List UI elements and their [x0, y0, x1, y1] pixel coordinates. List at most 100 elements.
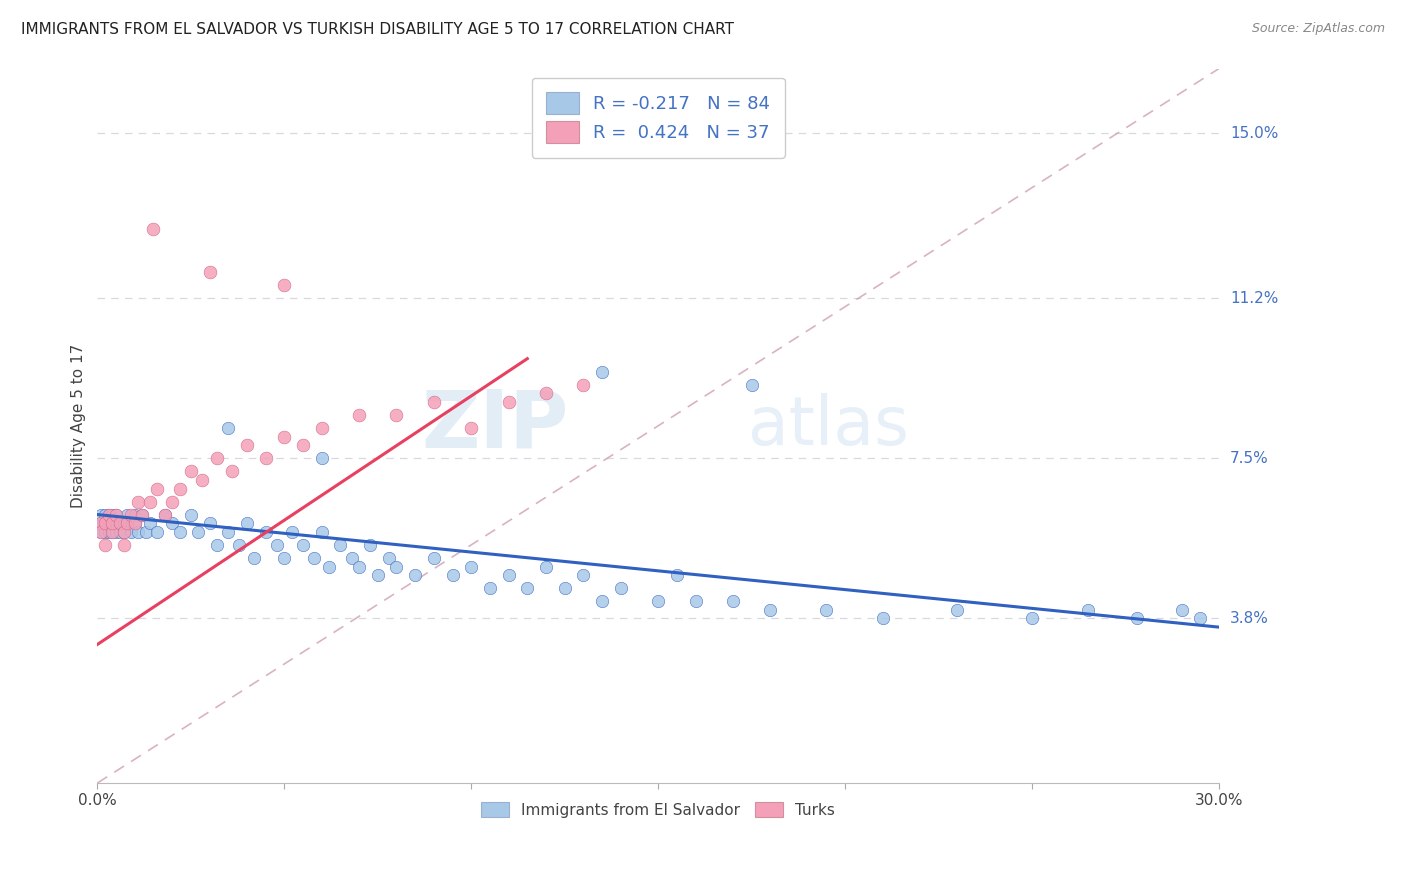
- Point: [205, 538, 228, 552]
- Point: [101, 524, 124, 539]
- Point: [311, 524, 333, 539]
- Point: [90, 508, 112, 522]
- Point: [385, 559, 408, 574]
- Text: 7.5%: 7.5%: [1230, 450, 1268, 466]
- Point: [347, 408, 370, 422]
- Point: [516, 581, 538, 595]
- Point: [291, 438, 314, 452]
- Point: [94, 516, 117, 531]
- Point: [217, 421, 239, 435]
- Point: [340, 550, 363, 565]
- Point: [105, 508, 128, 522]
- Point: [221, 464, 243, 478]
- Point: [117, 516, 139, 531]
- Point: [191, 473, 214, 487]
- Point: [105, 524, 128, 539]
- Point: [138, 516, 160, 531]
- Point: [108, 524, 131, 539]
- Point: [946, 603, 969, 617]
- Point: [243, 550, 266, 565]
- Text: 11.2%: 11.2%: [1230, 291, 1278, 306]
- Point: [311, 421, 333, 435]
- Point: [97, 524, 120, 539]
- Point: [108, 516, 131, 531]
- Point: [1170, 603, 1192, 617]
- Point: [160, 494, 183, 508]
- Point: [460, 421, 482, 435]
- Point: [318, 559, 340, 574]
- Point: [872, 611, 894, 625]
- Point: [90, 516, 112, 531]
- Point: [273, 278, 295, 293]
- Point: [142, 221, 165, 235]
- Point: [131, 508, 153, 522]
- Point: [228, 538, 250, 552]
- Point: [610, 581, 633, 595]
- Point: [572, 377, 595, 392]
- Point: [534, 386, 557, 401]
- Point: [534, 559, 557, 574]
- Point: [1189, 611, 1212, 625]
- Point: [127, 494, 149, 508]
- Point: [236, 516, 259, 531]
- Text: ZIP: ZIP: [422, 387, 568, 465]
- Point: [180, 508, 202, 522]
- Point: [198, 265, 221, 279]
- Point: [423, 395, 446, 409]
- Text: 15.0%: 15.0%: [1230, 126, 1278, 141]
- Point: [815, 603, 838, 617]
- Point: [291, 538, 314, 552]
- Point: [120, 524, 142, 539]
- Point: [153, 508, 176, 522]
- Point: [135, 524, 157, 539]
- Point: [273, 429, 295, 443]
- Point: [591, 594, 613, 608]
- Point: [254, 451, 277, 466]
- Point: [404, 568, 426, 582]
- Text: 3.8%: 3.8%: [1230, 611, 1270, 626]
- Point: [281, 524, 304, 539]
- Point: [302, 550, 325, 565]
- Point: [117, 508, 139, 522]
- Point: [460, 559, 482, 574]
- Point: [498, 568, 520, 582]
- Point: [108, 516, 131, 531]
- Point: [198, 516, 221, 531]
- Point: [205, 451, 228, 466]
- Point: [94, 524, 117, 539]
- Point: [90, 516, 112, 531]
- Point: [441, 568, 464, 582]
- Point: [112, 524, 135, 539]
- Point: [105, 508, 128, 522]
- Point: [169, 482, 191, 496]
- Point: [759, 603, 782, 617]
- Point: [347, 559, 370, 574]
- Point: [478, 581, 501, 595]
- Point: [554, 581, 576, 595]
- Point: [721, 594, 744, 608]
- Point: [591, 365, 613, 379]
- Point: [124, 508, 146, 522]
- Point: [94, 538, 117, 552]
- Point: [146, 524, 169, 539]
- Point: [97, 516, 120, 531]
- Point: [117, 516, 139, 531]
- Point: [90, 524, 112, 539]
- Point: [311, 451, 333, 466]
- Point: [187, 524, 209, 539]
- Point: [90, 524, 112, 539]
- Point: [124, 516, 146, 531]
- Point: [105, 516, 128, 531]
- Y-axis label: Disability Age 5 to 17: Disability Age 5 to 17: [72, 343, 86, 508]
- Text: Source: ZipAtlas.com: Source: ZipAtlas.com: [1251, 22, 1385, 36]
- Point: [169, 524, 191, 539]
- Point: [112, 538, 135, 552]
- Point: [180, 464, 202, 478]
- Point: [101, 516, 124, 531]
- Point: [101, 508, 124, 522]
- Point: [367, 568, 389, 582]
- Point: [273, 550, 295, 565]
- Point: [665, 568, 688, 582]
- Point: [685, 594, 707, 608]
- Point: [97, 508, 120, 522]
